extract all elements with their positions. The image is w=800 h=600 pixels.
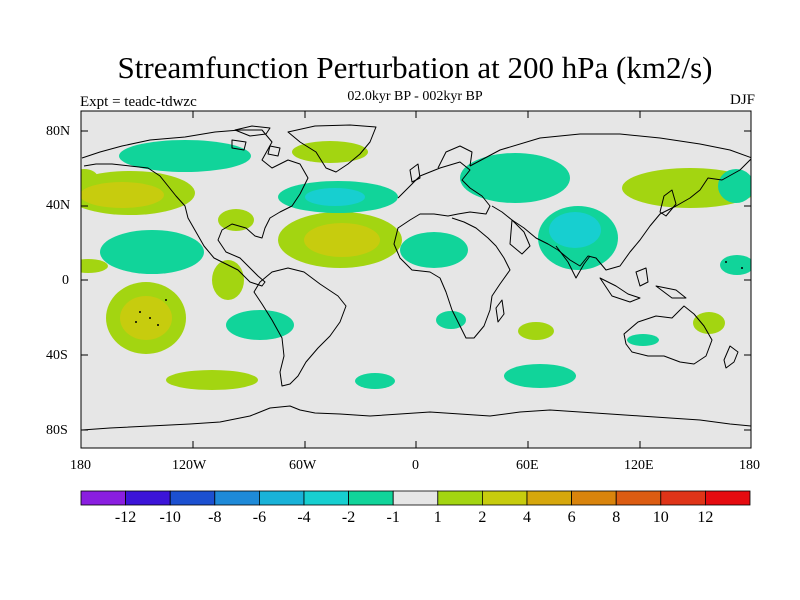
stipple-point <box>157 324 159 326</box>
anomaly-tibet-negative-core <box>549 212 601 248</box>
coast-europe-africa <box>393 161 511 339</box>
colorbar-label: -4 <box>297 509 310 526</box>
coast-britain <box>409 163 421 183</box>
anomaly-australia-positive <box>693 312 725 334</box>
x-label-60w: 60W <box>289 458 317 473</box>
anomaly-northeast-pacific-positive <box>622 168 751 208</box>
anomaly-east-pacific-positive <box>212 260 244 300</box>
colorbar-label: -12 <box>115 509 136 526</box>
colorbar-label: 6 <box>568 509 576 526</box>
colorbar-label: -10 <box>160 509 181 526</box>
anomaly-southern-ocean-2-negative <box>355 373 395 389</box>
colorbar-swatch <box>258 490 305 506</box>
coast-australia <box>623 305 713 365</box>
anomaly-arctic-negative <box>119 140 251 172</box>
season-label: DJF <box>729 92 755 108</box>
anomaly-west-pacific-negative <box>720 255 751 275</box>
colorbar-swatch <box>705 490 751 506</box>
anomaly-northwest-edge-positive <box>81 169 98 187</box>
colorbar-label: -8 <box>208 509 221 526</box>
contour-fields <box>81 124 751 431</box>
colorbar-label: -2 <box>342 509 355 526</box>
anomaly-south-atlantic-negative <box>436 311 466 329</box>
colorbar: -12 -10 -8 -6 -4 -2 -1 1 2 4 6 8 10 12 <box>80 490 751 526</box>
stipple-points <box>135 261 743 326</box>
coast-arabia-india <box>509 219 591 279</box>
y-label-40s: 40S <box>46 348 68 363</box>
colorbar-swatch <box>348 490 394 506</box>
anomaly-atlantic-equatorial-negative <box>400 232 468 268</box>
colorbar-swatch <box>392 490 439 506</box>
coast-greenland <box>287 124 377 173</box>
coastlines <box>81 124 751 431</box>
y-label-40n: 40N <box>46 198 71 213</box>
coast-japan <box>659 189 677 217</box>
anomaly-south-america-negative <box>226 310 294 340</box>
anomaly-tropical-pacific-negative <box>100 230 204 274</box>
anomaly-west-edge-positive <box>81 259 108 273</box>
colorbar-swatch <box>660 490 706 506</box>
stipple-point <box>139 311 141 313</box>
y-label-80n: 80N <box>46 124 71 139</box>
colorbar-swatch <box>80 490 126 506</box>
colorbar-swatch <box>125 490 171 506</box>
chart-subtitle: 02.0kyr BP - 002kyr BP <box>347 89 483 104</box>
coast-arctic-islands <box>231 125 281 157</box>
colorbar-label: 4 <box>523 509 531 526</box>
x-label-60e: 60E <box>516 458 539 473</box>
x-label-180w: 180 <box>70 458 91 473</box>
anomaly-south-pacific-2-positive <box>166 370 258 390</box>
axis-ticks <box>81 111 751 448</box>
colorbar-label: 10 <box>653 509 669 526</box>
x-label-120w: 120W <box>172 458 207 473</box>
anomaly-arctic-positive <box>292 141 368 163</box>
coast-south-america <box>253 267 347 387</box>
anomaly-siberia-negative <box>460 153 570 203</box>
coast-madagascar <box>495 299 505 323</box>
colorbar-label: 1 <box>434 509 442 526</box>
colorbar-swatch <box>169 490 216 506</box>
colorbar-swatch <box>526 490 572 506</box>
coast-north-america <box>81 129 309 287</box>
anomaly-southern-ocean-negative <box>504 364 576 388</box>
coast-new-zealand <box>723 345 739 369</box>
anomaly-australia-negative <box>627 334 659 346</box>
y-label-0: 0 <box>62 273 69 288</box>
chart-title: Streamfunction Perturbation at 200 hPa (… <box>117 50 713 85</box>
anomaly-north-atlantic-negative-core <box>305 188 365 206</box>
coast-scandinavia <box>437 145 473 169</box>
colorbar-label: -1 <box>387 509 400 526</box>
colorbar-swatch <box>303 490 349 506</box>
anomaly-north-pacific-positive-core <box>81 182 164 208</box>
x-label-180e: 180 <box>739 458 760 473</box>
stipple-point <box>725 261 727 263</box>
colorbar-swatch <box>571 490 617 506</box>
colorbar-label: 8 <box>612 509 620 526</box>
anomaly-indian-ocean-positive <box>518 322 554 340</box>
anomaly-northeast-edge-negative <box>718 169 751 203</box>
coast-asia <box>469 133 751 271</box>
y-label-80s: 80S <box>46 423 68 438</box>
stipple-point <box>149 317 151 319</box>
colorbar-swatch <box>481 490 528 506</box>
coast-se-asia-islands <box>599 267 687 303</box>
stipple-point <box>135 321 137 323</box>
experiment-label: Expt = teadc-tdwzc <box>80 94 197 110</box>
anomaly-south-pacific-positive-core <box>120 296 172 340</box>
colorbar-swatch <box>437 490 483 506</box>
coast-antarctica <box>81 405 751 431</box>
stipple-point <box>165 299 167 301</box>
colorbar-swatch <box>615 490 662 506</box>
colorbar-label: 12 <box>697 509 713 526</box>
anomaly-north-atlantic-positive-core <box>304 223 380 257</box>
x-label-120e: 120E <box>624 458 654 473</box>
colorbar-label: -6 <box>253 509 266 526</box>
colorbar-label: 2 <box>478 509 486 526</box>
stipple-point <box>741 267 743 269</box>
anomaly-gulf-positive <box>218 209 254 231</box>
colorbar-swatch <box>214 490 260 506</box>
x-label-0: 0 <box>412 458 419 473</box>
